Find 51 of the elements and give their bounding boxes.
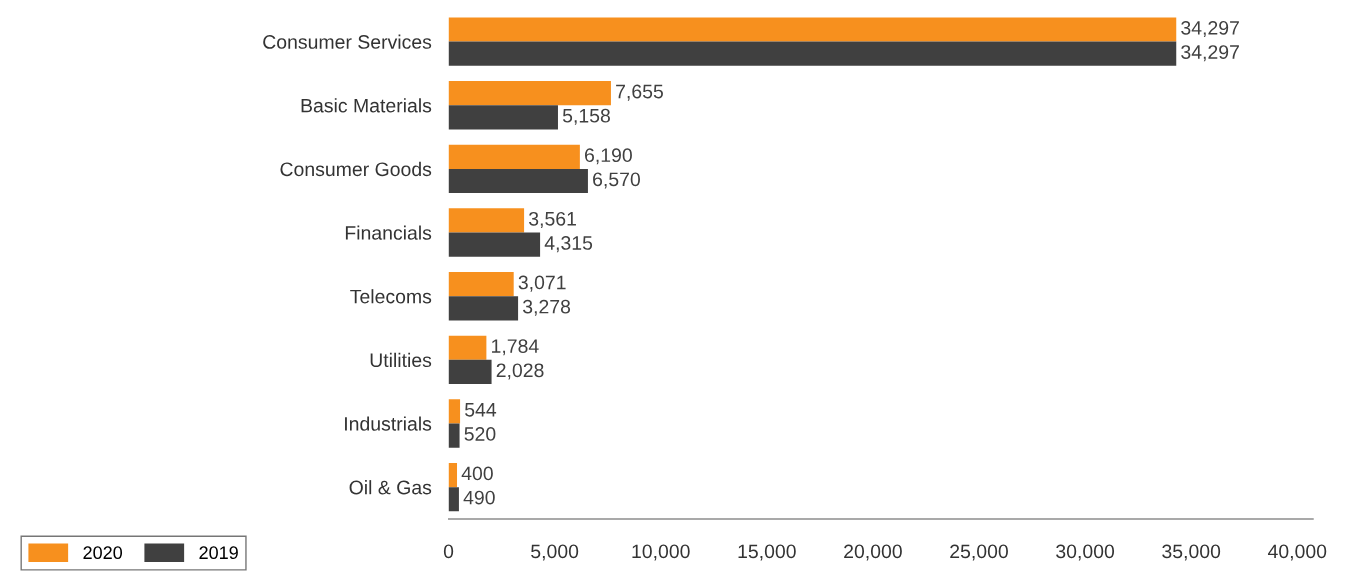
data-label: 544: [465, 403, 497, 417]
data-label: 34,297: [1181, 45, 1239, 62]
bar: [448, 105, 558, 130]
x-tick-label: 5,000: [531, 544, 579, 561]
x-tick-label: 15,000: [738, 544, 796, 561]
y-tick-label: Consumer Services: [263, 34, 432, 49]
data-label: 34,297: [1181, 20, 1239, 38]
bar: [448, 81, 611, 106]
bar: [448, 423, 460, 448]
legend-label: 2020: [83, 546, 123, 560]
data-label: 2,028: [496, 363, 544, 380]
legend-label: 2019: [199, 546, 238, 560]
data-label: 4,315: [544, 236, 593, 253]
data-label: 7,655: [616, 84, 663, 101]
data-label: 6,570: [593, 172, 640, 189]
x-tick-label: 10,000: [632, 544, 690, 561]
data-label: 6,190: [585, 148, 632, 165]
x-tick-label: 20,000: [844, 544, 902, 561]
bar: [448, 399, 461, 424]
bar: [448, 335, 487, 360]
x-tick-label: 30,000: [1056, 544, 1115, 561]
bar: [448, 487, 459, 512]
bar: [448, 232, 541, 257]
x-tick-label: 35,000: [1162, 544, 1221, 561]
data-label: 490: [463, 490, 495, 505]
data-label: 520: [464, 427, 496, 441]
data-label: 3,561: [529, 211, 576, 228]
bar: [448, 168, 588, 194]
bar: [448, 41, 1177, 66]
y-tick-label: Basic Materials: [301, 98, 432, 113]
data-label: 1,784: [492, 339, 539, 356]
data-label: 5,158: [562, 108, 610, 125]
y-tick-label: Oil & Gas: [349, 480, 432, 495]
bar: [448, 272, 514, 297]
data-label: 400: [461, 466, 493, 481]
y-tick-label: Consumer Goods: [280, 161, 432, 177]
bar: [448, 144, 580, 169]
y-tick-label: Financials: [345, 225, 432, 240]
bar: [448, 208, 525, 233]
x-tick-label: 25,000: [950, 544, 1008, 561]
data-label: 3,071: [518, 275, 566, 292]
bar: [448, 359, 492, 385]
x-tick-label: 40,000: [1267, 544, 1327, 561]
bar: [448, 296, 519, 321]
bar: [448, 462, 458, 488]
y-tick-label: Telecoms: [350, 289, 432, 304]
x-tick-label: 0: [443, 544, 454, 559]
bar: [448, 17, 1177, 42]
data-label: 3,278: [522, 299, 571, 316]
y-tick-label: Industrials: [345, 416, 432, 431]
y-tick-label: Utilities: [370, 352, 432, 368]
